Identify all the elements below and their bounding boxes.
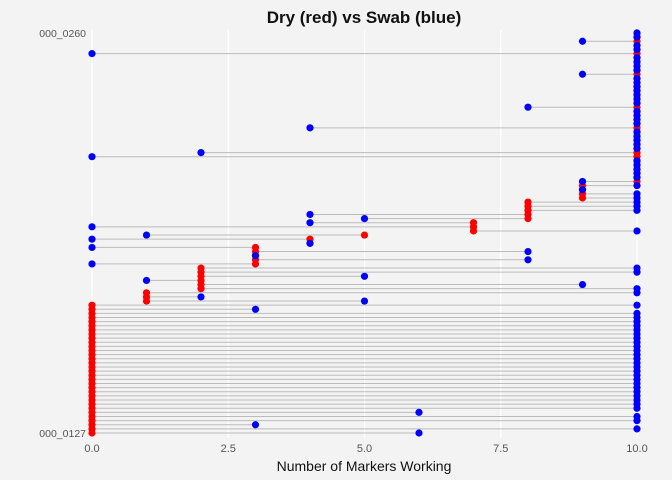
x-tick-label: 2.5 (221, 443, 236, 455)
swab-point (633, 128, 641, 136)
swab-point (633, 227, 641, 235)
dry-point (142, 289, 151, 297)
swab-point (197, 293, 205, 301)
y-axis-tick-labels: 000_0260 000_0127 (39, 28, 86, 440)
x-axis-tick-labels: 0.0 2.5 5.0 7.5 10.0 (84, 443, 647, 455)
swab-point (633, 181, 641, 190)
y-tick-label: 000_0260 (39, 28, 86, 40)
dry-point (360, 231, 369, 239)
dry-point (469, 219, 478, 227)
swab-point (633, 29, 641, 37)
swab-point (360, 214, 369, 223)
x-tick-label: 0.0 (84, 443, 99, 455)
swab-point (633, 157, 641, 165)
swab-point (88, 260, 96, 268)
swab-point (251, 252, 260, 260)
swab-point (633, 301, 641, 309)
swab-point (633, 412, 641, 421)
swab-point (633, 264, 641, 272)
swab-point (306, 124, 314, 132)
dry-point (251, 243, 260, 252)
dry-point (524, 198, 532, 206)
swab-point (88, 223, 96, 231)
y-tick-label: 000_0127 (39, 428, 86, 440)
swab-point (251, 421, 260, 429)
swab-point (88, 243, 96, 252)
x-tick-label: 7.5 (493, 443, 508, 455)
swab-point (360, 297, 369, 305)
swab-point (633, 309, 641, 318)
x-axis-title: Number of Markers Working (277, 458, 452, 474)
swab-point (88, 50, 96, 58)
swab-point (633, 425, 641, 433)
swab-point (306, 210, 314, 219)
swab-point (360, 272, 369, 280)
x-tick-label: 10.0 (626, 443, 647, 455)
swab-point (633, 190, 641, 198)
swab-point (578, 186, 587, 194)
swab-point (633, 74, 641, 82)
swab-point (142, 276, 151, 285)
swab-point (633, 41, 641, 49)
swab-point (633, 285, 641, 293)
swab-point (88, 153, 96, 161)
swab-point (306, 239, 314, 247)
swab-point (142, 231, 151, 239)
segment-lines (92, 40, 637, 434)
swab-point (415, 408, 423, 416)
swab-point (524, 103, 532, 111)
dry-point (197, 264, 205, 272)
swab-series-points (88, 29, 641, 437)
swab-point (578, 177, 587, 186)
swab-point (306, 219, 314, 227)
x-tick-label: 5.0 (357, 443, 372, 455)
swab-point (197, 148, 205, 157)
swab-point (578, 280, 587, 289)
swab-point (633, 107, 641, 115)
swab-point (251, 305, 260, 313)
swab-point (524, 247, 532, 256)
swab-point (88, 235, 96, 243)
swab-point (415, 429, 423, 437)
dry-point (88, 301, 96, 309)
swab-point (633, 54, 641, 62)
swab-point (578, 70, 587, 78)
chart-title: Dry (red) vs Swab (blue) (267, 8, 462, 27)
swab-point (578, 37, 587, 45)
swab-point (524, 256, 532, 264)
